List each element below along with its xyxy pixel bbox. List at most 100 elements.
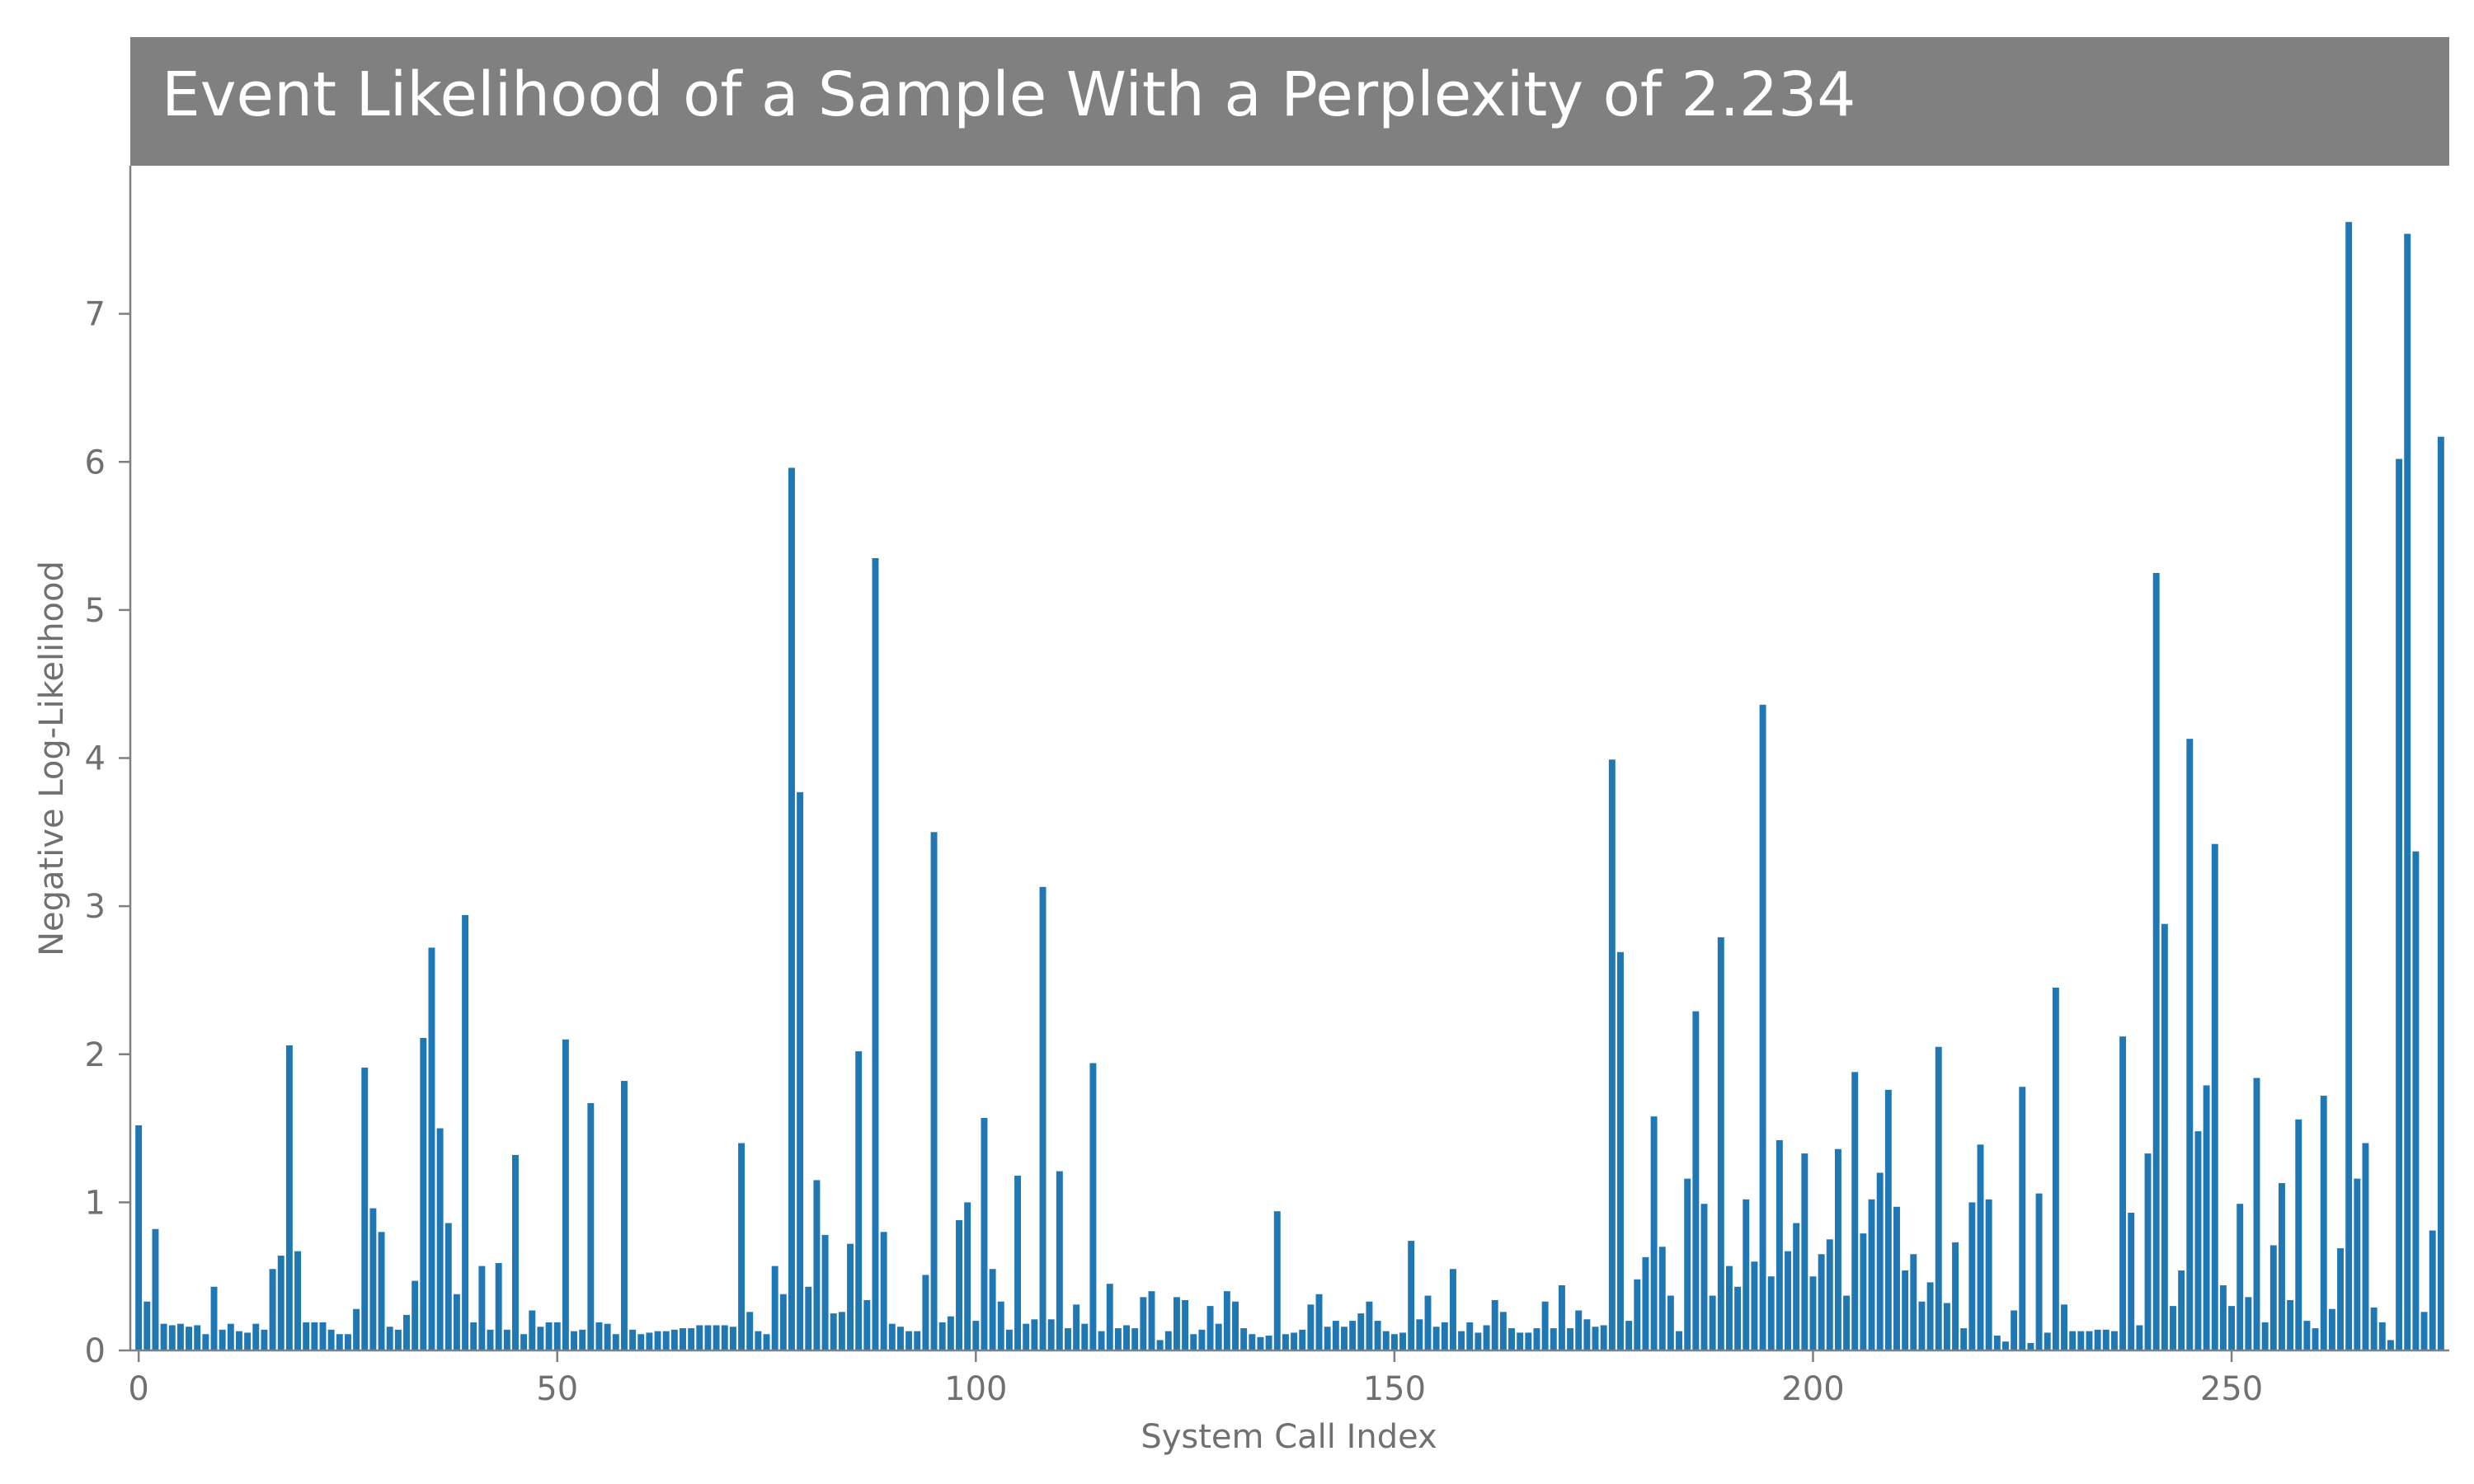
bar [520,1334,528,1350]
bar [1031,1319,1038,1350]
bar [1114,1328,1122,1350]
bar [595,1322,603,1350]
bar [1483,1325,1490,1350]
bar [880,1232,887,1350]
bar [1952,1242,1959,1350]
bar [2295,1119,2302,1350]
bar [997,1301,1004,1350]
bar [1743,1199,1750,1350]
bar [2303,1321,2311,1350]
bar [713,1325,720,1350]
bar [1617,951,1624,1350]
bar-series [135,222,2444,1351]
bar [1005,1329,1013,1350]
bar [1851,1072,1859,1350]
bar [277,1256,285,1350]
bar [2094,1329,2101,1350]
bar [1600,1325,1607,1350]
bar [2378,1322,2386,1350]
bar [2312,1328,2319,1350]
bar [1282,1334,1289,1350]
bar [1684,1178,1691,1350]
bar [1065,1328,1071,1350]
bar [2011,1310,2018,1350]
bar [1291,1332,1298,1350]
y-tick-label: 1 [85,1184,106,1222]
bar [394,1329,402,1350]
x-tick-label: 150 [1363,1370,1426,1408]
bar [152,1228,159,1350]
bar [2119,1036,2127,1350]
bar [1164,1331,1172,1350]
bar [896,1327,904,1350]
bar [2245,1297,2252,1350]
bar [612,1334,619,1350]
bar [1023,1323,1030,1350]
bar [1173,1297,1180,1350]
bar [261,1329,268,1350]
bar [1517,1332,1524,1350]
bar [1408,1241,1415,1350]
bar [1700,1204,1708,1350]
bar [1424,1295,1432,1350]
bar [1834,1148,1841,1350]
bar [244,1332,252,1350]
bar [269,1269,276,1350]
y-tick-label: 2 [85,1036,106,1074]
bar [905,1331,913,1350]
bar [2077,1331,2085,1350]
bar [2211,843,2218,1350]
bar [2362,1143,2369,1350]
bar [453,1294,460,1350]
bar [160,1323,167,1350]
bar [587,1103,595,1350]
bar [1416,1319,1423,1350]
bar [236,1331,242,1350]
bar [2186,739,2194,1350]
bar [2035,1193,2043,1350]
bar [721,1325,728,1350]
bar [1902,1270,1909,1350]
bar [1667,1295,1674,1350]
bar [1726,1266,1733,1350]
bar [1592,1327,1599,1350]
bar [1734,1286,1742,1350]
bar [1776,1139,1783,1350]
bar [1843,1295,1851,1350]
x-tick-label: 50 [536,1370,578,1408]
bar [1089,1063,1097,1350]
bar [1692,1011,1700,1350]
bar [2086,1331,2093,1350]
bar [1190,1334,1197,1350]
bar [2269,1245,2277,1350]
bar [1926,1282,1934,1350]
bar [2320,1096,2327,1350]
bar [1450,1269,1456,1350]
bar [2354,1178,2361,1350]
bar [1257,1336,1264,1350]
bar [2152,572,2160,1350]
y-tick-label: 0 [85,1332,106,1370]
bar [1441,1322,1448,1350]
bar [2396,458,2403,1351]
bar [1558,1284,1565,1350]
bar [1935,1046,1942,1350]
bar [1625,1321,1633,1350]
bar [2128,1212,2135,1350]
bar [1583,1319,1591,1350]
bar [2194,1131,2202,1350]
bar [186,1327,193,1350]
bar [1206,1306,1214,1350]
bar [1818,1254,1825,1350]
x-tick-label: 250 [2200,1370,2263,1408]
bar [2044,1332,2051,1350]
bar [688,1328,695,1350]
bar [2069,1331,2077,1350]
bar [1608,759,1616,1350]
bar [294,1251,301,1350]
bar [562,1039,569,1350]
bar [1265,1336,1272,1350]
bar [512,1154,519,1350]
bar [1390,1334,1398,1350]
